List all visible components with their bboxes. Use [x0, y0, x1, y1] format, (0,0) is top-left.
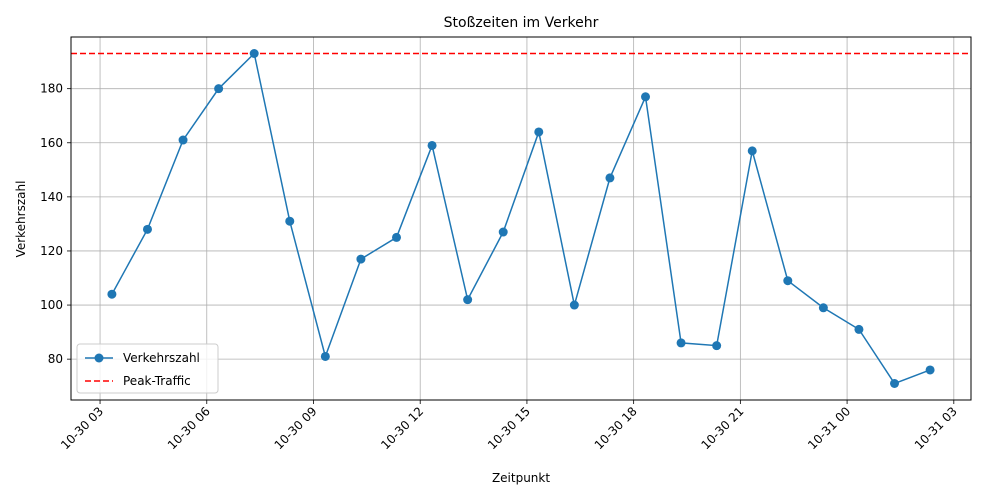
- data-point: [534, 127, 544, 137]
- data-point: [320, 351, 330, 361]
- y-axis-label: Verkehrszahl: [14, 181, 28, 258]
- x-axis-label: Zeitpunkt: [492, 471, 550, 485]
- x-tick-label: 10-31 03: [912, 404, 960, 452]
- data-point: [178, 135, 188, 145]
- legend: Verkehrszahl Peak-Traffic: [76, 343, 219, 394]
- legend-series-label: Verkehrszahl: [123, 351, 200, 365]
- x-tick-label: 10-30 15: [485, 404, 533, 452]
- x-tick-label: 10-30 21: [698, 404, 746, 452]
- data-point: [107, 289, 117, 299]
- data-point: [391, 232, 401, 242]
- y-tick-label: 100: [40, 298, 63, 312]
- legend-series-marker: [94, 353, 104, 363]
- series-group: [107, 49, 935, 388]
- data-point: [854, 324, 864, 334]
- x-tick-label: 10-30 18: [592, 404, 640, 452]
- legend-reference-label: Peak-Traffic: [123, 374, 191, 388]
- x-tick-label: 10-31 00: [805, 404, 853, 452]
- data-point: [214, 84, 224, 94]
- data-point: [641, 92, 651, 102]
- data-point: [747, 146, 757, 156]
- plot-area-frame: [70, 36, 972, 401]
- data-point: [142, 224, 152, 234]
- data-point: [356, 254, 366, 264]
- y-tick-label: 160: [40, 136, 63, 150]
- data-point: [712, 341, 722, 351]
- data-point: [285, 216, 295, 226]
- data-point: [569, 300, 579, 310]
- chart-title: Stoßzeiten im Verkehr: [444, 15, 599, 31]
- y-tick-label: 80: [48, 352, 63, 366]
- x-tick-label: 10-30 03: [58, 404, 106, 452]
- data-point: [890, 379, 900, 388]
- data-point: [925, 365, 935, 375]
- x-tick-label: 10-30 12: [378, 404, 426, 452]
- data-point: [605, 173, 615, 183]
- y-tick-label: 180: [40, 82, 63, 96]
- grid: [71, 37, 971, 400]
- x-tick-label: 10-30 06: [165, 404, 213, 452]
- data-point: [249, 49, 259, 58]
- y-tick-label: 120: [40, 244, 63, 258]
- data-point: [783, 276, 793, 286]
- data-point: [818, 303, 828, 313]
- y-axis: 80 100 120 140 160 180: [40, 82, 71, 366]
- x-axis: 10-30 03 10-30 06 10-30 09 10-30 12 10-30 15…: [58, 400, 960, 452]
- x-tick-label: 10-30 09: [272, 404, 320, 452]
- data-point: [498, 227, 508, 237]
- data-point: [676, 338, 686, 348]
- y-tick-label: 140: [40, 190, 63, 204]
- series-line: [111, 52, 931, 385]
- data-point: [463, 295, 473, 305]
- data-point: [427, 140, 437, 150]
